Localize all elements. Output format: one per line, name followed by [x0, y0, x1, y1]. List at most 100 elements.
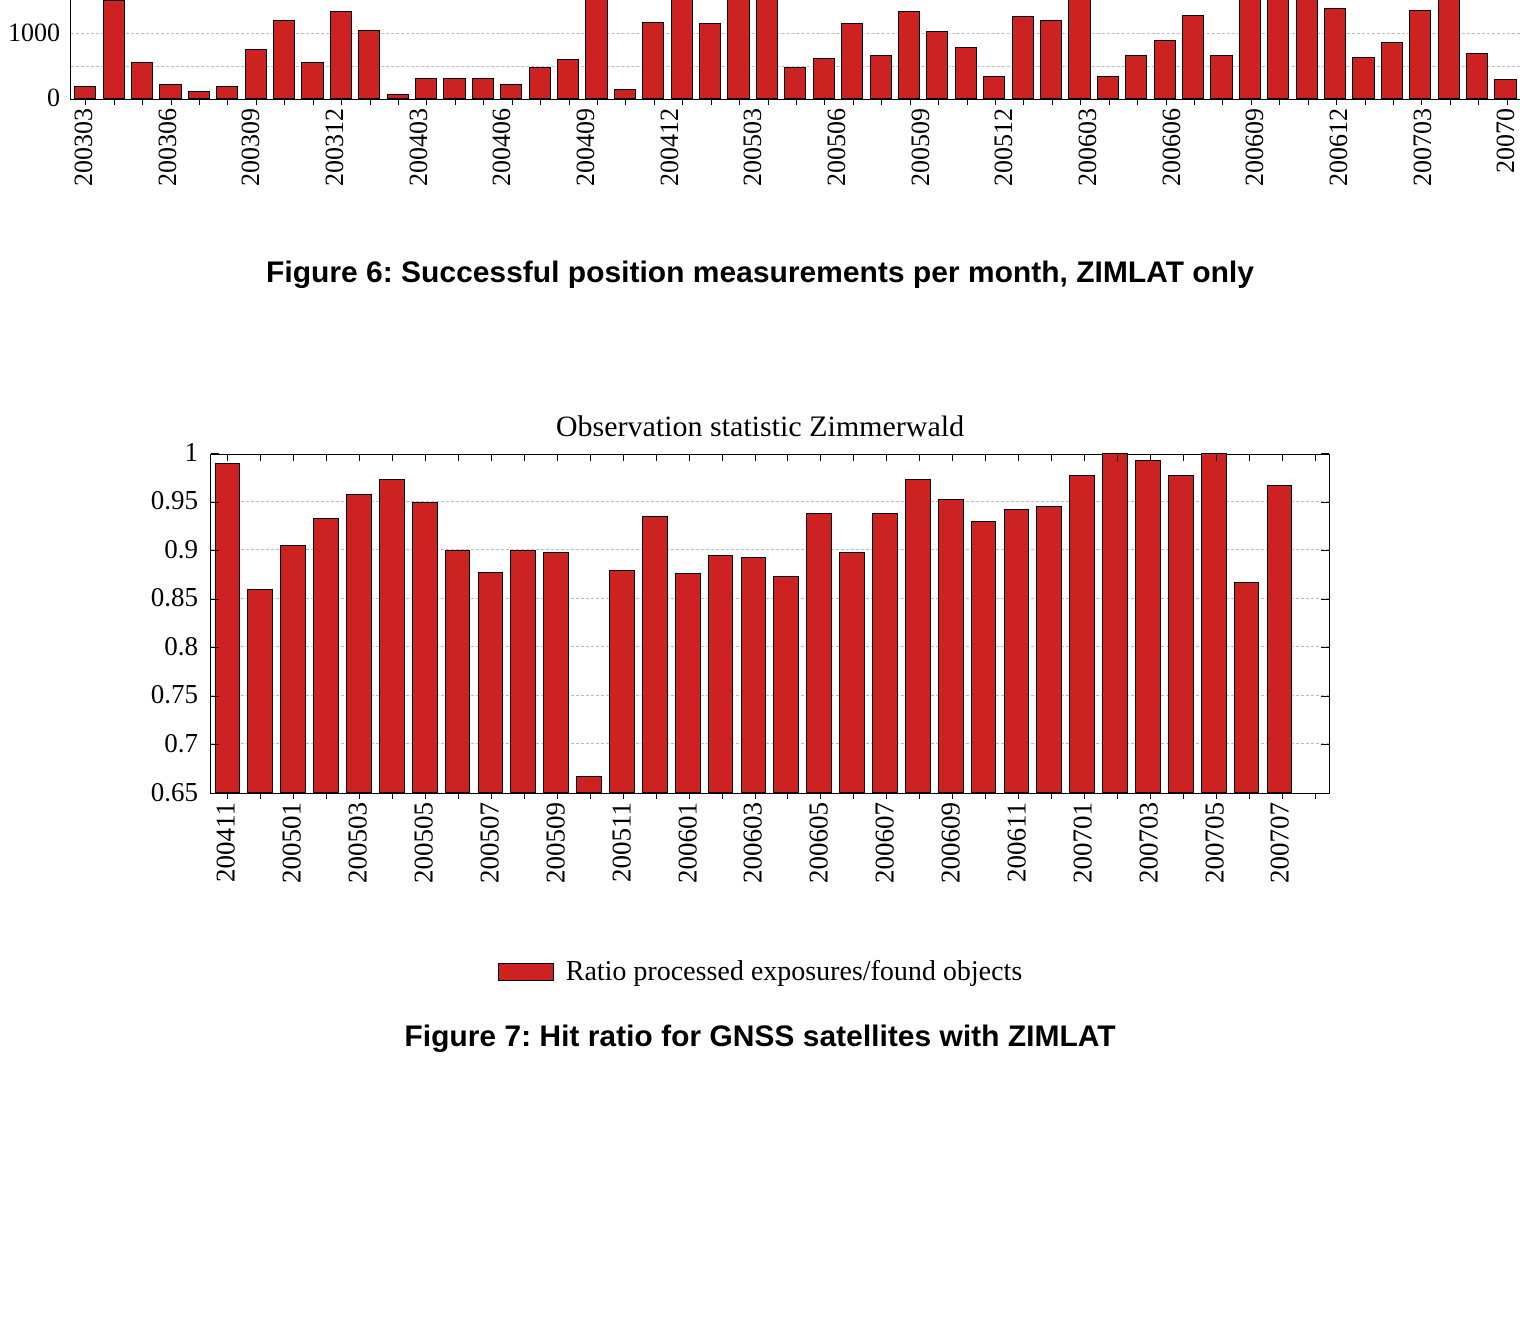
right-tick: [1321, 550, 1329, 551]
bar: [741, 557, 767, 793]
x-label-slot: [349, 100, 377, 230]
bar-slot: [967, 455, 1000, 793]
x-label: 200406: [487, 108, 517, 186]
top-tick: [1018, 455, 1019, 461]
bar: [1296, 0, 1318, 99]
bar: [813, 58, 835, 99]
chart6-y-tick: 1000: [8, 18, 60, 48]
top-tick: [1084, 455, 1085, 461]
figure-6-caption: Figure 6: Successful position measuremen…: [0, 256, 1520, 290]
right-tick: [1321, 502, 1329, 503]
bar: [773, 576, 799, 793]
bar-slot: [1037, 0, 1065, 99]
bar-slot: [639, 0, 667, 99]
top-tick: [820, 455, 821, 461]
x-label: 200607: [870, 802, 901, 883]
bar-slot: [696, 0, 724, 99]
bar-slot: [836, 455, 869, 793]
bar: [1352, 57, 1374, 99]
x-label: 200603: [738, 802, 769, 883]
x-label: 200609: [936, 802, 967, 883]
bar-slot: [980, 0, 1008, 99]
bar: [1494, 79, 1516, 99]
bar: [614, 89, 636, 99]
bar-slot: [298, 0, 326, 99]
x-label-slot: 200303: [70, 100, 98, 230]
x-label-slot: [293, 100, 321, 230]
bar-slot: [375, 455, 408, 793]
bar: [443, 78, 465, 99]
bar: [500, 84, 522, 99]
x-label-slot: 200511: [605, 794, 638, 934]
bar: [1466, 53, 1488, 99]
bar: [1068, 0, 1090, 99]
x-label-slot: [1033, 794, 1066, 934]
bar-slot: [1065, 0, 1093, 99]
top-tick: [656, 455, 657, 461]
bar-slot: [901, 455, 934, 793]
x-label-slot: 200509: [539, 794, 572, 934]
bar-slot: [1207, 0, 1235, 99]
x-label-slot: 200507: [474, 794, 507, 934]
x-label: 200505: [409, 802, 440, 883]
x-label: 200501: [277, 802, 308, 883]
x-label-slot: [795, 100, 823, 230]
bar-slot: [611, 0, 639, 99]
x-label-slot: [506, 794, 539, 934]
x-label-slot: 200703: [1132, 794, 1165, 934]
bar: [1267, 0, 1289, 99]
bar: [727, 0, 749, 99]
bar: [872, 513, 898, 793]
bar: [131, 62, 153, 99]
top-tick: [557, 455, 558, 461]
bar-slot: [638, 455, 671, 793]
x-label-slot: [1297, 100, 1325, 230]
bar: [188, 91, 210, 99]
x-label-slot: 200403: [405, 100, 433, 230]
bar-slot: [895, 0, 923, 99]
bar-slot: [838, 0, 866, 99]
bar: [642, 516, 668, 793]
bar: [358, 30, 380, 99]
bar: [1210, 55, 1232, 99]
x-label-slot: 200306: [154, 100, 182, 230]
bar-slot: [952, 0, 980, 99]
x-label-slot: [309, 794, 342, 934]
bar: [585, 0, 607, 99]
x-label: 200503: [343, 802, 374, 883]
x-label: 200312: [320, 108, 350, 186]
x-label: 200509: [906, 108, 936, 186]
bar: [841, 23, 863, 99]
legend-swatch: [498, 963, 554, 981]
figure-6: 10000 2003032003062003092003122004032004…: [0, 0, 1520, 290]
bar-slot: [213, 0, 241, 99]
bar-slot: [606, 455, 639, 793]
bar: [1040, 20, 1062, 99]
x-label-slot: 200509: [907, 100, 935, 230]
x-label-slot: [638, 794, 671, 934]
x-label-slot: [265, 100, 293, 230]
x-label-slot: [1381, 100, 1409, 230]
x-label-slot: [767, 100, 795, 230]
x-label-slot: 200506: [823, 100, 851, 230]
chart7-title: Observation statistic Zimmerwald: [0, 410, 1520, 444]
x-label-slot: 200409: [572, 100, 600, 230]
top-tick: [1183, 455, 1184, 461]
chart7-x-labels: 200411 200501 200503 200505 200507 200509 2005…: [210, 794, 1330, 934]
x-label: 200707: [1265, 802, 1296, 883]
bar: [1234, 582, 1260, 793]
bar: [1267, 485, 1293, 793]
top-tick: [722, 455, 723, 461]
x-label: 200309: [236, 108, 266, 186]
x-label-slot: [1102, 100, 1130, 230]
x-label-slot: 200609: [935, 794, 968, 934]
x-label-slot: [375, 794, 408, 934]
top-tick: [491, 455, 492, 461]
x-label: 200411: [211, 802, 242, 882]
bar: [301, 62, 323, 99]
bar-slot: [327, 0, 355, 99]
bar-slot: [540, 455, 573, 793]
x-label-slot: [182, 100, 210, 230]
bar: [1135, 460, 1161, 793]
x-label: 200701: [1067, 802, 1098, 883]
